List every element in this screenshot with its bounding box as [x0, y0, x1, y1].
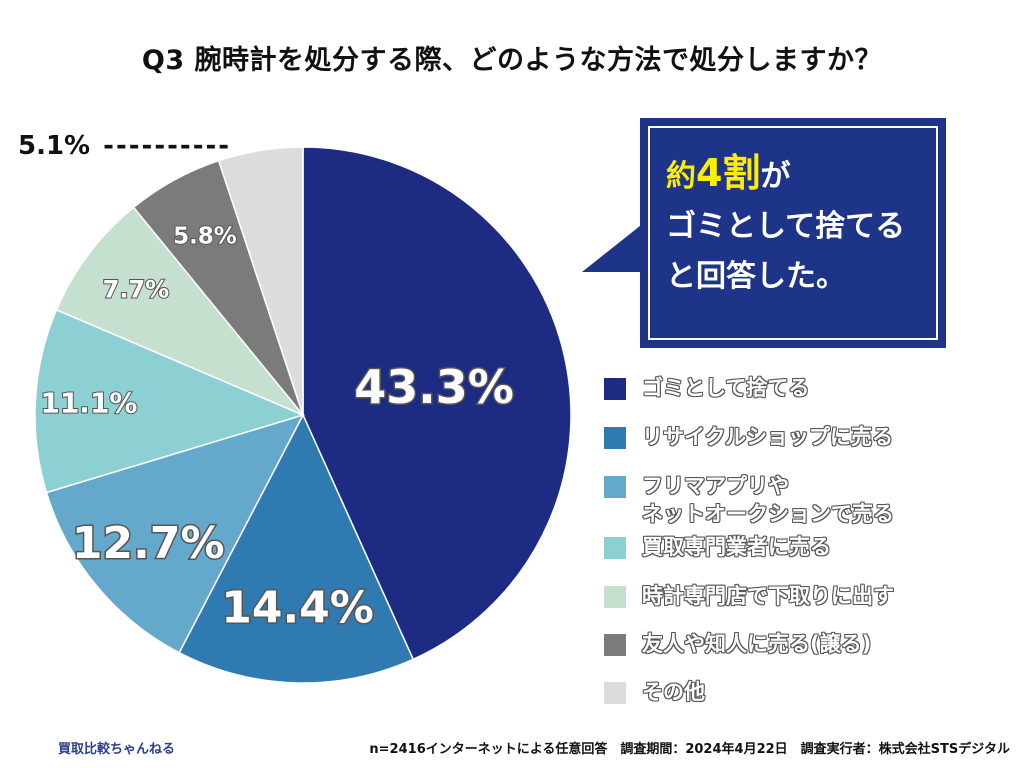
legend-label: 買取専門業者に売る [642, 535, 831, 559]
callout-text: 約4割が ゴミとして捨てる と回答した。 [666, 148, 905, 302]
outside-label-value: 5.1% [18, 131, 91, 161]
pie-slice [302, 146, 572, 661]
callout-line-2: ゴミとして捨てる [666, 209, 906, 244]
legend-label: 時計専門店で下取りに出す [642, 584, 894, 608]
slice-label: 12.7% [72, 518, 225, 569]
pie-slice [45, 413, 305, 654]
slice-label: 7.7% [103, 275, 170, 303]
legend-swatch [604, 586, 626, 608]
slice-label: 43.3% [354, 360, 514, 414]
footer-survey-info: n=2416インターネットによる任意回答 調査期間：2024年4月22日 調査実… [369, 742, 1010, 757]
callout-line-1: 約4割が [666, 148, 905, 202]
legend-label-line: フリマアプリや [642, 474, 789, 498]
slice-label: 14.4% [221, 582, 374, 633]
legend-label: 友人や知人に売る(譲る) [642, 632, 872, 656]
legend-label: フリマアプリや ネットオークションで売る [642, 472, 894, 528]
chart-title: Q3 腕時計を処分する際、どのような方法で処分しますか？ [141, 45, 883, 76]
pie-slice [178, 413, 415, 684]
callout-border [648, 126, 938, 340]
legend-label: リサイクルショップに売る [642, 425, 893, 449]
legend-swatch [604, 476, 626, 498]
legend-label-line: ネットオークションで売る [642, 502, 894, 526]
callout-tail [582, 218, 650, 272]
callout-line-3: と回答した。 [666, 259, 846, 294]
slice-label: 5.8% [173, 223, 237, 249]
outside-label-dashes: ---------- [103, 131, 232, 161]
outside-label-other: 5.1% ---------- [18, 131, 231, 161]
callout-suffix: が [760, 159, 791, 194]
legend-swatch [604, 634, 626, 656]
pie-slice [217, 146, 304, 416]
legend-label: ゴミとして捨てる [642, 376, 810, 400]
legend-swatch [604, 427, 626, 449]
footer-brand: 買取比較ちゃんねる [58, 742, 176, 757]
legend-swatch [604, 537, 626, 559]
callout-prefix: 約 [666, 159, 696, 194]
legend-label: その他 [642, 680, 705, 704]
callout-highlight: 4割 [696, 151, 761, 195]
legend-swatch [604, 682, 626, 704]
legend-swatch [604, 378, 626, 400]
pie-slice [55, 206, 304, 416]
callout-box: 約4割が ゴミとして捨てる と回答した。 [640, 118, 946, 348]
slice-label: 11.1% [40, 387, 137, 420]
pie-slice [34, 308, 306, 494]
